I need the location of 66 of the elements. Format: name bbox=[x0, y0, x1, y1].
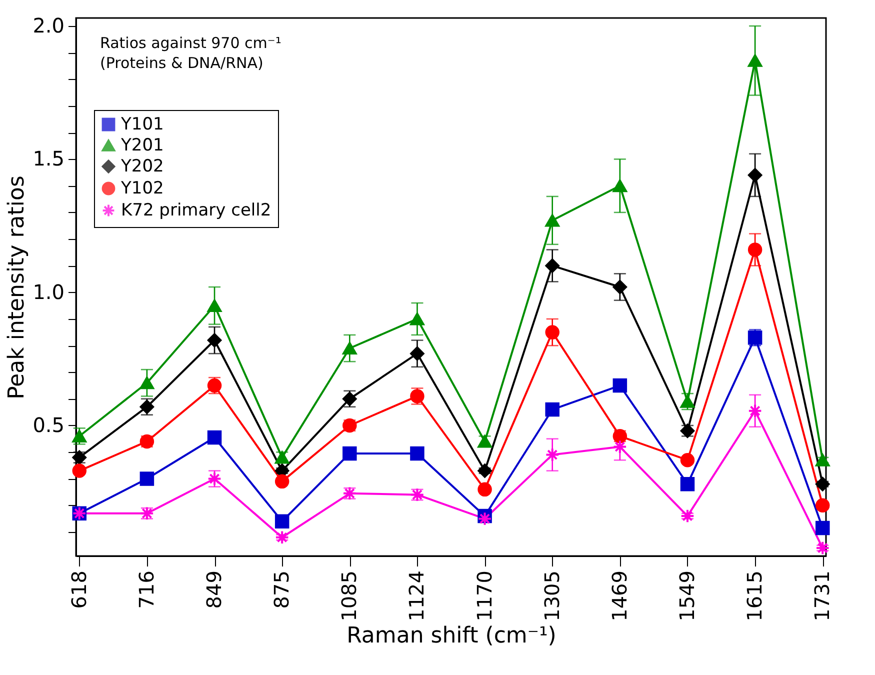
legend-label: Y101 bbox=[120, 114, 164, 134]
y-tick-label: 0.5 bbox=[32, 412, 64, 437]
point bbox=[748, 54, 762, 67]
point bbox=[72, 464, 86, 478]
legend-label: K72 primary cell2 bbox=[121, 200, 272, 220]
point bbox=[680, 453, 695, 468]
point bbox=[816, 454, 830, 466]
x-axis-title: Raman shift (cm⁻¹) bbox=[346, 623, 556, 648]
point bbox=[680, 476, 695, 492]
point bbox=[72, 430, 86, 442]
point bbox=[410, 446, 424, 461]
point bbox=[478, 464, 492, 478]
y-tick-label: 1.5 bbox=[32, 146, 64, 171]
point bbox=[545, 325, 560, 340]
point bbox=[816, 540, 830, 556]
legend-label: Y102 bbox=[120, 178, 164, 198]
point bbox=[274, 474, 290, 489]
x-tick-label: 1615 bbox=[742, 570, 767, 622]
x-tick-label: 1731 bbox=[810, 570, 834, 622]
point bbox=[816, 476, 830, 492]
point bbox=[612, 378, 628, 393]
legend-label: Y201 bbox=[120, 136, 164, 156]
point bbox=[478, 512, 492, 526]
y-axis-title: Peak intensity ratios bbox=[4, 176, 30, 400]
point bbox=[545, 214, 560, 227]
point bbox=[207, 430, 222, 445]
point bbox=[545, 402, 560, 417]
legend-label: Y202 bbox=[120, 156, 164, 176]
point bbox=[274, 530, 290, 544]
point bbox=[478, 435, 492, 448]
y-tick-label: 1.0 bbox=[32, 280, 64, 304]
x-tick-label: 1170 bbox=[472, 570, 496, 622]
x-tick-label: 1085 bbox=[337, 570, 362, 622]
point bbox=[612, 179, 628, 192]
point bbox=[207, 299, 222, 312]
point bbox=[140, 472, 154, 486]
point bbox=[612, 440, 628, 454]
point bbox=[748, 168, 762, 182]
point bbox=[207, 333, 222, 348]
point bbox=[410, 346, 424, 361]
x-tick-label: 849 bbox=[202, 570, 226, 609]
point bbox=[342, 446, 357, 461]
point bbox=[680, 508, 695, 524]
annotation: Ratios against 970 cm⁻¹ (Proteins & DNA/RNA) bbox=[100, 34, 282, 72]
x-tick-label: 1124 bbox=[404, 570, 429, 622]
x-tick-label: 1549 bbox=[674, 570, 699, 622]
point bbox=[410, 312, 424, 326]
point bbox=[274, 514, 290, 528]
point bbox=[545, 258, 560, 273]
point bbox=[478, 482, 492, 497]
point bbox=[748, 242, 762, 257]
point bbox=[140, 376, 154, 390]
point bbox=[545, 448, 560, 462]
x-tick-label: 1305 bbox=[540, 570, 564, 622]
x-tick-label: 716 bbox=[134, 570, 158, 609]
x-tick-label: 1469 bbox=[607, 570, 632, 622]
point bbox=[680, 395, 695, 408]
point bbox=[816, 498, 830, 513]
point bbox=[342, 342, 357, 355]
x-tick-label: 618 bbox=[66, 570, 91, 609]
point bbox=[816, 520, 830, 536]
y-tick-label: 2.0 bbox=[32, 13, 64, 38]
point bbox=[748, 404, 762, 418]
x-tick-label: 875 bbox=[270, 570, 294, 609]
point bbox=[274, 451, 290, 464]
point bbox=[612, 280, 628, 294]
